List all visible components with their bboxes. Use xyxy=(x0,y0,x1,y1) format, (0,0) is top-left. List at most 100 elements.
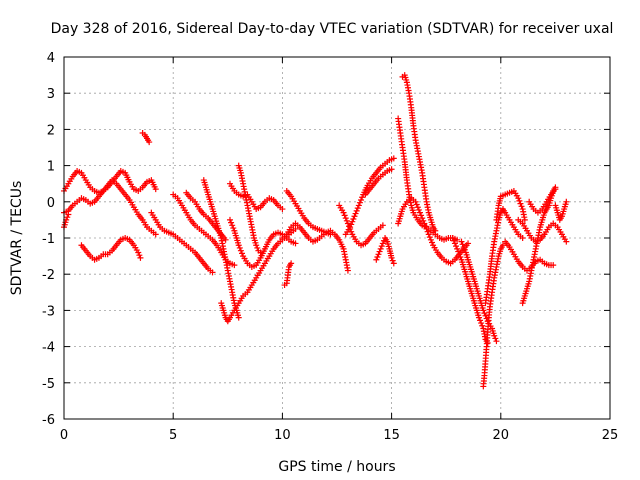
data-point xyxy=(226,216,233,223)
data-point xyxy=(341,212,348,219)
data-point xyxy=(517,200,524,207)
y-axis-label: SDTVAR / TECUs xyxy=(9,181,25,296)
data-point xyxy=(550,262,557,269)
series-arc-x xyxy=(449,235,491,346)
data-point xyxy=(390,155,397,162)
series-arc-y xyxy=(458,238,500,345)
data-point xyxy=(238,250,245,257)
data-point xyxy=(146,139,153,146)
data-point xyxy=(342,215,349,222)
y-tick-label: 3 xyxy=(47,87,55,102)
data-point xyxy=(374,254,381,261)
series-arc-e xyxy=(61,211,72,231)
data-point xyxy=(418,212,425,219)
data-point xyxy=(229,222,236,229)
data-point xyxy=(375,251,382,258)
y-tick-label: -2 xyxy=(42,268,55,283)
data-point xyxy=(136,252,143,259)
data-point xyxy=(477,317,484,324)
data-point xyxy=(481,310,488,317)
series-arc-z xyxy=(480,242,506,390)
x-tick-label: 5 xyxy=(169,428,177,443)
series-arc-aa xyxy=(482,206,526,307)
data-point xyxy=(420,217,427,224)
data-point xyxy=(257,249,264,256)
data-point xyxy=(478,320,485,327)
data-point xyxy=(358,196,365,203)
series-arc-ag xyxy=(552,198,570,223)
series-arc-ad xyxy=(515,216,570,245)
data-point xyxy=(359,194,366,201)
data-point xyxy=(378,243,385,250)
series-arc-t xyxy=(373,235,397,267)
data-point xyxy=(390,260,397,267)
data-point xyxy=(499,242,506,249)
data-point xyxy=(135,249,142,256)
x-tick-label: 20 xyxy=(493,428,510,443)
y-tick-label: 1 xyxy=(47,160,55,175)
data-point xyxy=(253,242,260,249)
data-point xyxy=(425,231,432,238)
x-tick-label: 25 xyxy=(602,428,619,443)
data-point xyxy=(137,254,144,261)
series-arc-b xyxy=(61,177,159,238)
series-arc-m xyxy=(226,180,286,213)
series-arc-l xyxy=(235,162,264,256)
data-point xyxy=(236,244,243,251)
y-tick-label: -1 xyxy=(42,232,55,247)
data-point xyxy=(279,206,286,213)
x-axis-label: GPS time / hours xyxy=(278,459,395,475)
x-tick-label: 0 xyxy=(60,428,68,443)
data-point xyxy=(351,213,358,220)
data-point xyxy=(455,248,462,255)
data-point xyxy=(412,198,419,205)
data-point xyxy=(480,307,487,314)
data-point xyxy=(388,166,395,173)
data-point xyxy=(465,240,472,247)
axis-ticks: 0 5 10 15 20 25 -6 -5 -4 -3 -2 -1 0 1 2 3 4 xyxy=(42,51,618,443)
x-tick-label: 15 xyxy=(383,428,400,443)
data-point xyxy=(356,199,363,206)
series-arc-i xyxy=(200,177,242,321)
data-point xyxy=(379,222,386,229)
series-arc-f xyxy=(148,209,216,276)
series-arc-ab xyxy=(493,187,528,223)
data-point xyxy=(388,254,395,261)
series-arc-c xyxy=(78,235,144,263)
data-point xyxy=(516,197,523,204)
data-point xyxy=(427,236,434,243)
data-point xyxy=(292,240,299,247)
series-arc-o xyxy=(279,220,351,274)
data-point xyxy=(475,314,482,321)
data-point xyxy=(352,210,359,217)
data-point xyxy=(459,241,466,248)
series-arc-ac xyxy=(502,238,557,274)
data-point xyxy=(237,247,244,254)
data-point xyxy=(235,314,242,321)
data-point xyxy=(340,209,347,216)
data-point xyxy=(209,269,216,276)
data-point xyxy=(461,246,468,253)
series-arc-k xyxy=(226,216,299,270)
data-point xyxy=(424,228,431,235)
data-point xyxy=(292,225,299,232)
data-point xyxy=(456,251,463,258)
series-arc-v xyxy=(399,72,439,234)
data-point xyxy=(482,312,489,319)
data-point xyxy=(64,214,71,221)
data-point xyxy=(454,245,461,252)
series-arc-d xyxy=(139,130,153,146)
data-point xyxy=(457,254,464,261)
data-point xyxy=(432,227,439,234)
data-point xyxy=(222,236,229,243)
series-arc-h xyxy=(183,189,229,243)
series-arc-s xyxy=(362,166,395,198)
data-point xyxy=(254,244,261,251)
data-point xyxy=(350,215,357,222)
data-point xyxy=(449,235,456,241)
data-point xyxy=(348,221,355,228)
data-point xyxy=(429,239,436,246)
grid xyxy=(64,57,610,419)
data-point xyxy=(347,224,354,231)
scatter-points xyxy=(61,72,570,390)
